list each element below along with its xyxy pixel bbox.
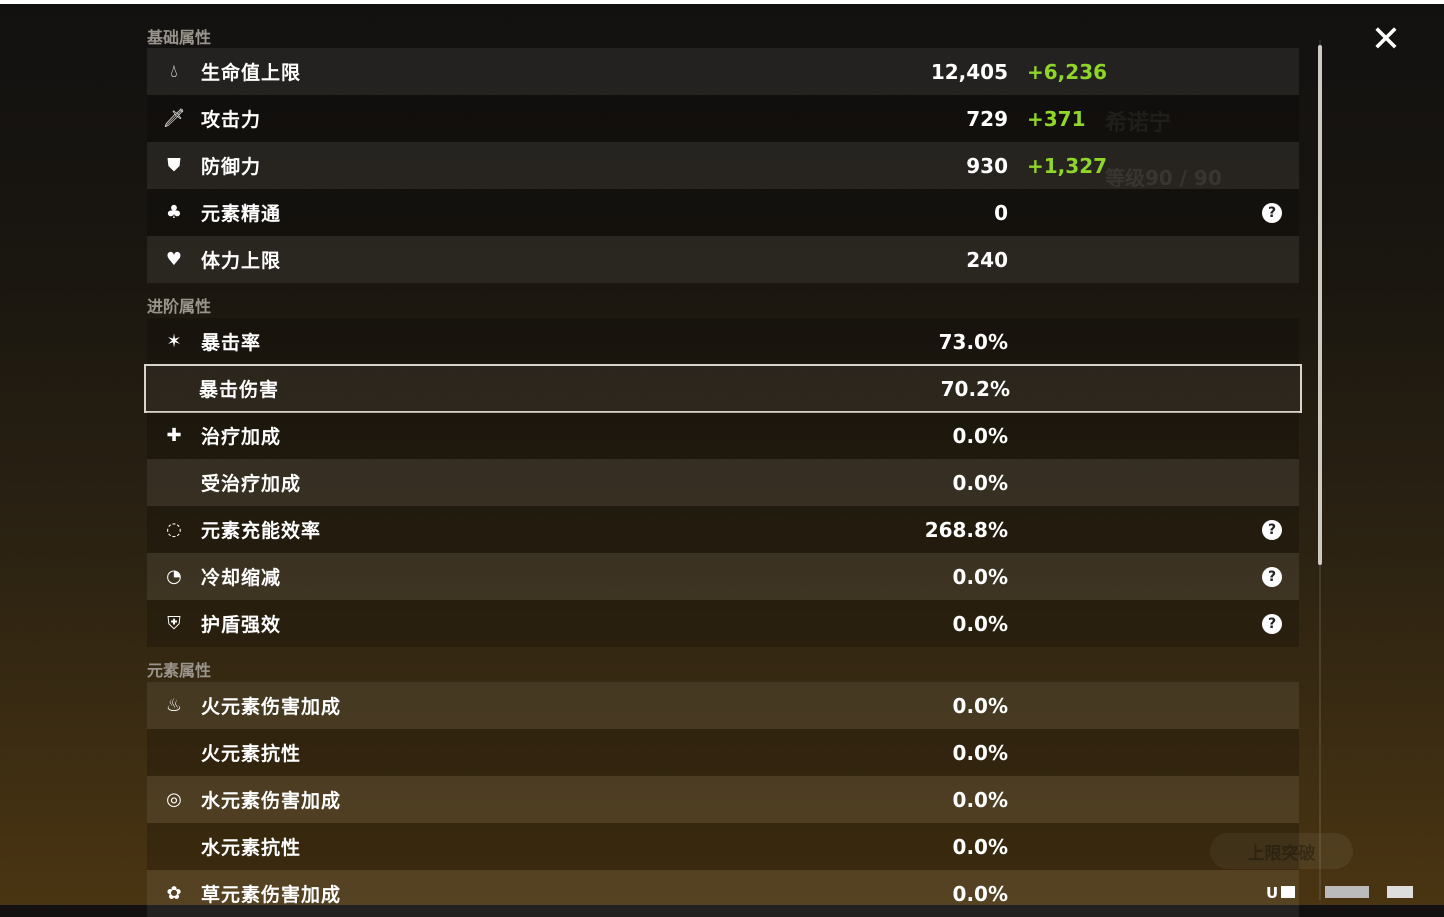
hydro-icon: ◎	[166, 789, 182, 810]
close-icon: ✕	[1370, 19, 1402, 60]
attribute-row[interactable]: ♨︎ 火元素伤害加成 0.0%	[147, 682, 1299, 729]
attribute-label: 水元素抗性	[201, 837, 302, 859]
attribute-row[interactable]: ✚ 治疗加成 0.0%	[147, 412, 1299, 459]
section-title-elemental: 元素属性	[147, 661, 212, 680]
attribute-value: 0.0%	[952, 834, 1008, 859]
attribute-value: 73.0%	[938, 329, 1008, 354]
attribute-row[interactable]: ♣︎ 元素精通 0?	[147, 189, 1299, 236]
stamina-icon: ♥︎	[165, 249, 183, 270]
attribute-label: 暴击率	[201, 332, 262, 354]
attribute-row[interactable]: ♥︎ 体力上限 240	[147, 236, 1299, 283]
attribute-row[interactable]: ✶ 暴击率 73.0%	[147, 318, 1299, 365]
close-button[interactable]: ✕	[1368, 22, 1404, 58]
ascend-button[interactable]: 上限突破	[1210, 833, 1353, 869]
attribute-row[interactable]: ◔ 冷却缩减 0.0%?	[147, 553, 1299, 600]
sword-icon: 🗡︎	[162, 108, 186, 129]
attribute-label: 水元素伤害加成	[201, 790, 342, 812]
attribute-label: 体力上限	[201, 250, 282, 272]
section-title-base: 基础属性	[147, 28, 212, 47]
attribute-row[interactable]: 水元素抗性 0.0%	[147, 823, 1299, 870]
attribute-value: 0.0%	[952, 423, 1008, 448]
dendro-icon: ✿	[166, 883, 182, 904]
attribute-value: 0.0%	[952, 693, 1008, 718]
attribute-value: 0.0%	[952, 611, 1008, 636]
help-icon[interactable]: ?	[1262, 202, 1282, 223]
attribute-value: 0	[994, 200, 1008, 225]
attribute-label: 护盾强效	[201, 614, 282, 636]
attribute-value: 12,405	[930, 59, 1008, 84]
attribute-row[interactable]: 💧︎ 生命值上限 12,405 +6,236	[147, 48, 1299, 95]
attribute-row[interactable]: ✿ 草元素伤害加成 0.0%	[147, 870, 1299, 917]
attribute-label: 治疗加成	[201, 426, 282, 448]
attribute-row[interactable]: ⛨ 护盾强效 0.0%?	[147, 600, 1299, 647]
uid-text: U	[1266, 884, 1279, 902]
shield-strength-icon: ⛨	[167, 613, 181, 634]
elemental-mastery-icon: ♣︎	[165, 202, 183, 223]
attribute-value: 0.0%	[952, 740, 1008, 765]
attribute-label: 草元素伤害加成	[201, 884, 342, 906]
top-border	[0, 0, 1444, 4]
attribute-label: 火元素抗性	[201, 743, 302, 765]
attribute-value: 70.2%	[940, 376, 1010, 401]
help-icon[interactable]: ?	[1262, 566, 1282, 587]
background-character-name: 希诺宁	[1105, 111, 1172, 136]
attribute-row[interactable]: ◌ 元素充能效率 268.8%?	[147, 506, 1299, 553]
energy-recharge-icon: ◌	[166, 519, 182, 540]
attribute-label: 受治疗加成	[201, 473, 302, 495]
attribute-row[interactable]: 🗡︎ 攻击力 729 +371	[147, 95, 1299, 142]
attribute-label: 元素精通	[201, 203, 282, 225]
healing-cross-icon: ✚	[166, 425, 182, 446]
attribute-row[interactable]: 火元素抗性 0.0%	[147, 729, 1299, 776]
help-icon[interactable]: ?	[1262, 519, 1282, 540]
attribute-row[interactable]: 受治疗加成 0.0%	[147, 459, 1299, 506]
attribute-label: 冷却缩减	[201, 567, 282, 589]
cooldown-icon: ◔	[166, 566, 182, 587]
attribute-value: 0.0%	[952, 470, 1008, 495]
attribute-bonus: +371	[1027, 106, 1086, 131]
background-level: 等级90 / 90	[1105, 166, 1222, 190]
attribute-label: 生命值上限	[201, 62, 302, 84]
crit-rate-icon: ✶	[166, 331, 182, 352]
shield-icon: ⛊	[167, 155, 181, 176]
attribute-bonus: +1,327	[1027, 153, 1108, 178]
attribute-value: 930	[966, 153, 1008, 178]
section-title-advanced: 进阶属性	[147, 297, 212, 316]
attribute-row[interactable]: ⛊ 防御力 930 +1,327	[147, 142, 1299, 189]
scrollbar[interactable]	[1318, 45, 1322, 565]
pyro-icon: ♨︎	[165, 695, 183, 716]
attribute-value: 0.0%	[952, 787, 1008, 812]
attribute-value: 0.0%	[952, 564, 1008, 589]
attribute-row[interactable]: 暴击伤害 70.2%	[144, 364, 1302, 413]
attribute-label: 火元素伤害加成	[201, 696, 342, 718]
attribute-value: 268.8%	[924, 517, 1008, 542]
attribute-label: 暴击伤害	[199, 379, 280, 401]
hp-drop-icon: 💧︎	[170, 61, 178, 82]
uid-label: U	[1266, 884, 1414, 902]
attribute-label: 防御力	[201, 156, 262, 178]
attribute-value: 0.0%	[952, 881, 1008, 906]
attribute-row[interactable]: ◎ 水元素伤害加成 0.0%	[147, 776, 1299, 823]
attribute-bonus: +6,236	[1027, 59, 1108, 84]
help-icon[interactable]: ?	[1262, 613, 1282, 634]
attribute-label: 攻击力	[201, 109, 262, 131]
attribute-value: 240	[966, 247, 1008, 272]
attribute-value: 729	[966, 106, 1008, 131]
attribute-label: 元素充能效率	[201, 520, 322, 542]
